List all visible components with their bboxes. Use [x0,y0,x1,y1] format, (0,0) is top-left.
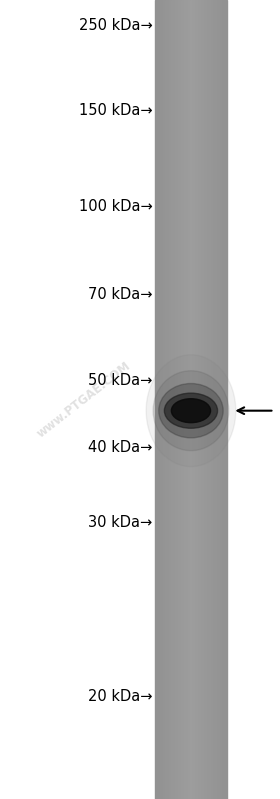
Bar [172,0,174,799]
Bar [187,0,188,799]
Bar [180,0,181,799]
Bar [190,0,192,799]
Text: 50 kDa→: 50 kDa→ [88,373,153,388]
Bar [161,0,162,799]
Bar [189,0,190,799]
Bar [168,0,169,799]
Bar [199,0,200,799]
Bar [171,0,173,799]
Bar [155,0,157,799]
Bar [222,0,223,799]
Bar [204,0,206,799]
Bar [203,0,204,799]
Bar [170,0,171,799]
Bar [204,0,205,799]
Bar [156,0,157,799]
Bar [188,0,189,799]
Text: 30 kDa→: 30 kDa→ [88,515,153,530]
Bar [188,0,190,799]
Bar [197,0,198,799]
Bar [223,0,224,799]
Bar [213,0,214,799]
Bar [206,0,207,799]
Bar [174,0,175,799]
Text: www.PTGAE.COM: www.PTGAE.COM [35,359,133,440]
Ellipse shape [159,384,223,438]
Bar [167,0,168,799]
Bar [158,0,159,799]
Bar [225,0,226,799]
Bar [164,0,165,799]
Bar [175,0,176,799]
Bar [216,0,217,799]
Ellipse shape [164,393,218,428]
Bar [195,0,197,799]
Bar [211,0,212,799]
Bar [186,0,187,799]
Bar [176,0,177,799]
Bar [169,0,170,799]
Bar [212,0,213,799]
Bar [183,0,184,799]
Bar [157,0,158,799]
Bar [200,0,201,799]
Bar [195,0,196,799]
Bar [173,0,174,799]
Bar [194,0,195,799]
Bar [192,0,193,799]
Bar [224,0,225,799]
Bar [197,0,199,799]
Bar [160,0,161,799]
Bar [198,0,199,799]
Bar [213,0,214,799]
Bar [207,0,208,799]
Bar [210,0,211,799]
Bar [179,0,181,799]
Text: 70 kDa→: 70 kDa→ [88,287,153,301]
Bar [166,0,167,799]
Bar [164,0,165,799]
Text: 250 kDa→: 250 kDa→ [79,18,153,33]
Bar [177,0,178,799]
Bar [181,0,183,799]
Bar [219,0,220,799]
Bar [191,0,192,799]
Text: 20 kDa→: 20 kDa→ [88,690,153,704]
Bar [162,0,164,799]
Text: 100 kDa→: 100 kDa→ [79,199,153,213]
Bar [218,0,219,799]
Bar [171,0,172,799]
Bar [179,0,180,799]
Bar [185,0,186,799]
Bar [165,0,166,799]
Bar [178,0,179,799]
Bar [206,0,207,799]
Bar [214,0,216,799]
Ellipse shape [171,399,211,423]
Ellipse shape [153,371,229,451]
Bar [221,0,222,799]
Bar [208,0,209,799]
Bar [221,0,223,799]
Bar [162,0,163,799]
Text: 40 kDa→: 40 kDa→ [88,440,153,455]
Bar [217,0,218,799]
Text: 150 kDa→: 150 kDa→ [79,103,153,117]
Bar [209,0,210,799]
Bar [184,0,185,799]
Bar [182,0,183,799]
Bar [159,0,160,799]
Bar [226,0,227,799]
Bar [201,0,202,799]
Bar [202,0,203,799]
Ellipse shape [146,355,236,467]
Bar [215,0,216,799]
Bar [193,0,194,799]
Bar [220,0,221,799]
